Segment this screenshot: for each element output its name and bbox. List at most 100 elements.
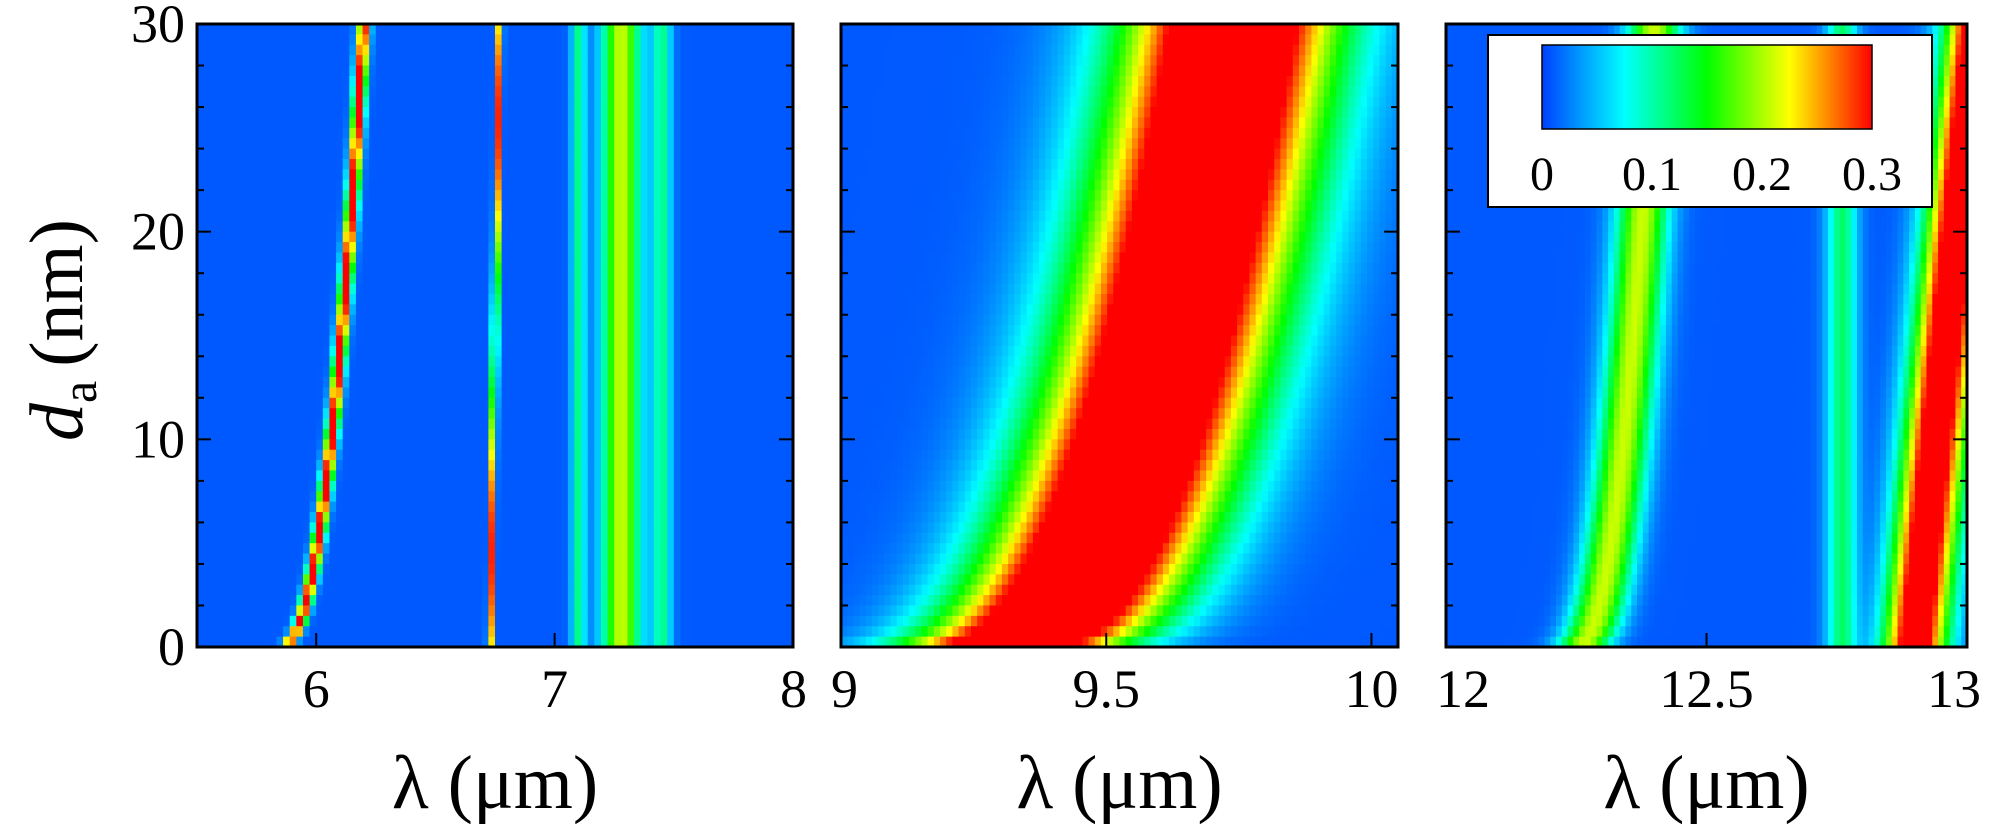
heatmap-cell <box>587 293 595 305</box>
heatmap-cell <box>422 512 430 523</box>
heatmap-cell <box>236 543 244 555</box>
heatmap-cell <box>243 117 251 129</box>
heatmap-cell <box>753 107 761 119</box>
heatmap-cell <box>342 231 350 243</box>
heatmap-cell <box>733 501 741 513</box>
heatmap-cell <box>706 107 715 119</box>
heatmap-cell <box>759 221 768 233</box>
heatmap-cell <box>230 34 238 46</box>
heatmap-cell <box>296 262 304 274</box>
heatmap-cell <box>614 242 622 254</box>
heatmap-cell <box>349 283 357 295</box>
heatmap-cell <box>746 200 754 212</box>
heatmap-cell <box>263 480 271 492</box>
heatmap-cell <box>402 532 410 544</box>
heatmap-cell <box>355 138 364 150</box>
heatmap-cell <box>276 345 284 357</box>
heatmap-cell <box>773 522 781 534</box>
heatmap-cell <box>415 252 423 264</box>
heatmap-cell <box>468 210 476 222</box>
heatmap-cell <box>627 356 635 368</box>
heatmap-cell <box>408 335 417 347</box>
heatmap-cell <box>415 242 423 254</box>
heatmap-cell <box>415 563 423 575</box>
heatmap-cell <box>667 418 675 430</box>
heatmap-cell <box>647 428 655 440</box>
heatmap-cell <box>541 117 549 129</box>
heatmap-cell <box>634 169 642 181</box>
heatmap-cell <box>289 356 297 368</box>
heatmap-cell <box>720 449 728 461</box>
heatmap-cell <box>488 262 496 274</box>
heatmap-cell <box>508 335 516 347</box>
heatmap-cell <box>269 501 278 513</box>
heatmap-cell <box>753 563 761 575</box>
heatmap-cell <box>567 366 576 378</box>
heatmap-cell <box>256 491 264 503</box>
heatmap-cell <box>680 86 688 98</box>
heatmap-cell <box>475 366 483 378</box>
heatmap-cell <box>309 55 317 67</box>
heatmap-cell <box>640 44 648 56</box>
heatmap-cell <box>554 55 562 67</box>
heatmap-cell <box>230 491 238 503</box>
heatmap-cell <box>296 24 304 35</box>
heatmap-cell <box>389 65 397 77</box>
heatmap-cell <box>428 532 436 544</box>
heatmap-cell <box>355 366 364 378</box>
heatmap-cell <box>534 273 542 285</box>
heatmap-cell <box>263 158 271 170</box>
heatmap-cell <box>448 532 456 544</box>
heatmap-cell <box>389 584 397 596</box>
heatmap-cell <box>336 366 344 378</box>
heatmap-cell <box>587 221 595 233</box>
heatmap-cell <box>561 34 569 46</box>
heatmap-cell <box>614 584 622 596</box>
heatmap-cell <box>468 460 476 472</box>
heatmap-cell <box>256 480 264 492</box>
heatmap-cell <box>316 117 324 129</box>
heatmap-cell <box>415 221 423 233</box>
heatmap-cell <box>256 428 264 440</box>
heatmap-cell <box>561 231 569 243</box>
heatmap-cell <box>713 169 721 181</box>
heatmap-cell <box>375 335 384 347</box>
heatmap-cell <box>561 273 569 285</box>
heatmap-cell <box>766 356 774 368</box>
heatmap-cell <box>713 553 721 565</box>
heatmap-cell <box>223 221 231 233</box>
heatmap-cell <box>283 574 291 586</box>
heatmap-cell <box>740 231 748 243</box>
heatmap-cell <box>773 532 781 544</box>
heatmap-cell <box>197 221 205 233</box>
heatmap-cell <box>422 44 430 56</box>
heatmap-cell <box>296 491 304 503</box>
heatmap-cell <box>561 501 569 513</box>
heatmap-cell <box>687 293 695 305</box>
heatmap-cell <box>435 117 443 129</box>
heatmap-cell <box>216 107 225 119</box>
heatmap-cell <box>402 107 410 119</box>
heatmap-cell <box>435 397 443 409</box>
heatmap-cell <box>488 387 496 399</box>
heatmap-cell <box>495 418 503 430</box>
heatmap-cell <box>673 460 682 472</box>
heatmap-cell <box>779 293 787 305</box>
heatmap-cell <box>647 543 655 555</box>
heatmap-cell <box>230 377 238 389</box>
heatmap-cell <box>726 293 734 305</box>
heatmap-cell <box>680 96 688 108</box>
heatmap-cell <box>336 262 344 274</box>
heatmap-cell <box>216 117 225 129</box>
heatmap-cell <box>422 449 430 461</box>
heatmap-cell <box>680 439 688 451</box>
heatmap-cell <box>488 439 496 451</box>
heatmap-cell <box>521 65 529 77</box>
heatmap-cell <box>673 138 682 150</box>
heatmap-cell <box>700 345 708 357</box>
heatmap-cell <box>647 460 655 472</box>
heatmap-cell <box>495 584 503 596</box>
heatmap-cell <box>269 460 278 472</box>
heatmap-cell <box>667 169 675 181</box>
heatmap-cell <box>415 283 423 295</box>
